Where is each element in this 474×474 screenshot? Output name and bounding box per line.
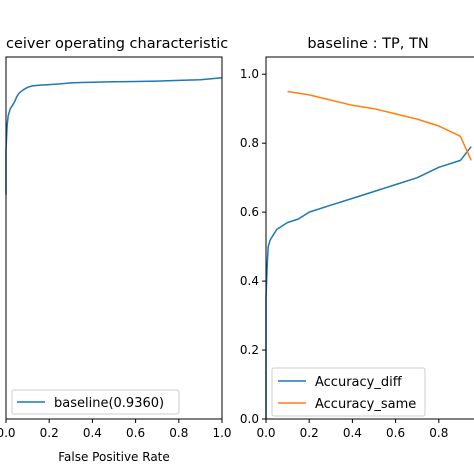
tp-tn-legend-label-accuracy-same: Accuracy_same <box>315 397 416 412</box>
tp-tn-y-tick-label: 0.6 <box>240 205 259 219</box>
roc-series-line-0 <box>5 76 223 195</box>
tp-tn-x-tick-label: 0.0 <box>256 426 275 440</box>
tp-tn-legend: Accuracy_diff Accuracy_same <box>271 367 426 417</box>
roc-series-group <box>5 76 223 195</box>
tp-tn-y-tick-label: 0.4 <box>240 274 259 288</box>
tp-tn-y-tick-label: 0.0 <box>240 412 259 426</box>
roc-plot-frame <box>5 56 223 420</box>
roc-x-tick-label: 1.0 <box>212 426 231 440</box>
roc-x-tick-label: 0.6 <box>126 426 145 440</box>
tp-tn-chart-title: baseline : TP, TN <box>307 36 428 52</box>
tp-tn-y-tick-label: 0.2 <box>240 343 259 357</box>
roc-legend-box <box>11 389 180 415</box>
tp-tn-series-group <box>265 90 472 419</box>
tp-tn-legend-box <box>271 367 426 417</box>
tp-tn-y-tick-label: 1.0 <box>240 67 259 81</box>
tp-tn-y-ticks: 0.0 0.2 0.4 0.6 0.8 1.0 <box>240 67 266 426</box>
roc-x-tick-label: 0.4 <box>83 426 102 440</box>
tp-tn-series-line-0 <box>265 146 472 419</box>
tp-tn-x-tick-label: 0.8 <box>429 426 448 440</box>
tp-tn-x-tick-label: 0.4 <box>343 426 362 440</box>
roc-legend-label-baseline: baseline(0.9360) <box>54 396 164 411</box>
roc-x-axis-label: False Positive Rate <box>58 450 170 464</box>
tp-tn-x-tick-label: 0.6 <box>386 426 405 440</box>
tp-tn-plot-frame <box>265 56 474 420</box>
tp-tn-legend-label-accuracy-diff: Accuracy_diff <box>315 375 403 390</box>
roc-chart-title: ceiver operating characteristic <box>6 36 228 52</box>
tp-tn-x-ticks: 0.0 0.2 0.4 0.6 0.8 <box>256 419 448 440</box>
roc-x-ticks: 0.0 0.2 0.4 0.6 0.8 1.0 <box>0 419 232 440</box>
roc-x-tick-label: 0.0 <box>0 426 16 440</box>
tp-tn-y-tick-label: 0.8 <box>240 136 259 150</box>
roc-chart: ceiver operating characteristic 0.0 0.2 0.… <box>0 36 232 464</box>
roc-x-tick-label: 0.8 <box>169 426 188 440</box>
roc-legend: baseline(0.9360) <box>11 389 180 415</box>
tp-tn-x-tick-label: 0.2 <box>300 426 319 440</box>
tp-tn-series-line-1 <box>287 90 472 161</box>
roc-x-tick-label: 0.2 <box>40 426 59 440</box>
tp-tn-chart: baseline : TP, TN 0.0 0.2 0.4 0.6 0.8 0.0 0.2… <box>240 36 474 440</box>
